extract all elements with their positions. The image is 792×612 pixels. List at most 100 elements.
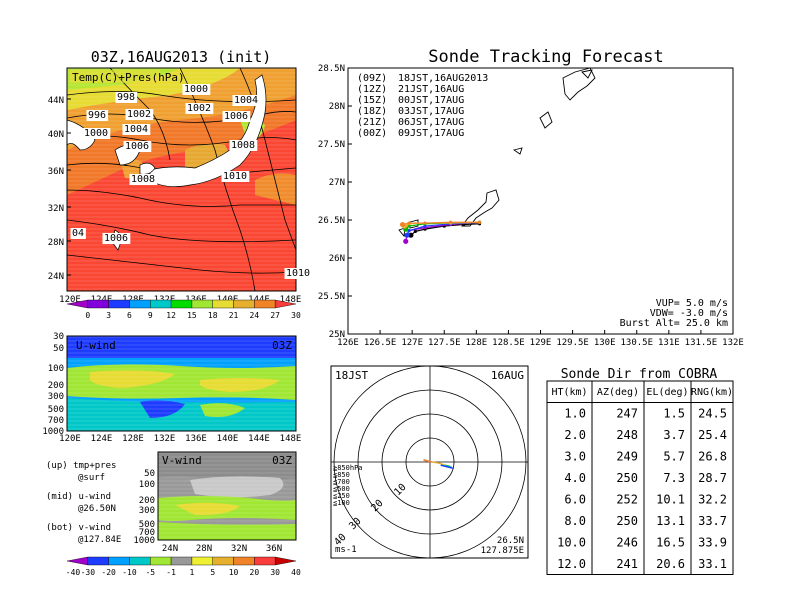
v-wind-pressure-tick: 700 (139, 528, 155, 538)
table-cell: 33.9 (698, 536, 727, 550)
wind-colorbar-label: 1 (189, 568, 194, 577)
wind-colorbar-segment (66, 556, 89, 566)
table-frame (546, 380, 734, 575)
u-wind-pressure-tick: 700 (48, 416, 64, 426)
u-wind-lon-tick: 148E (280, 434, 302, 444)
v-wind-pressure-tick: 100 (139, 480, 155, 490)
u-wind-lon-tick: 124E (91, 434, 113, 444)
tracking-lon-tick: 130E (594, 338, 616, 348)
table-header: RNG(km) (691, 387, 733, 398)
track-point (403, 238, 409, 244)
hodograph-lat: 26.5N (497, 536, 524, 546)
table-header: AZ(deg) (597, 387, 639, 398)
tracking-legend-text: 00JST,17AUG (398, 95, 464, 106)
wind-colorbar-label: 40 (291, 568, 301, 577)
map-field-label: Temp(C)+Pres(hPa) (70, 70, 185, 84)
hodograph-level: ≦250 (333, 492, 350, 500)
isobar-label-bg (232, 95, 261, 106)
tracking-lon-tick: 129E (530, 338, 552, 348)
temp-colorbar-segment (170, 299, 193, 309)
isobar-label-bg (129, 174, 158, 185)
isobar-label: 1000 (184, 84, 208, 95)
isobar-label-bg (182, 84, 211, 95)
wind-colorbar-label: 10 (229, 568, 239, 577)
table-cell: 10.1 (656, 493, 685, 507)
track-point (407, 224, 411, 228)
v-wind-lat-tick: 28N (196, 544, 212, 554)
temp-colorbar-segment (108, 299, 130, 309)
map-field-label-text: Temp(C)+Pres(hPa) (72, 71, 185, 84)
wind-colorbar-segment (254, 556, 276, 566)
v-wind-pressure-tick: 50 (144, 469, 155, 479)
table-cell: 5.7 (663, 450, 685, 464)
tracking-lat-tick: 25.5N (318, 292, 345, 302)
wind-colorbar-segment (108, 556, 130, 566)
isobar-label-bg (221, 171, 250, 182)
track-point (413, 229, 417, 233)
map-lon-tick: 120E (59, 295, 81, 305)
table-cell: 33.7 (698, 514, 727, 528)
wind-colorbar-label: 5 (210, 568, 215, 577)
temp-colorbar-segment (87, 299, 109, 309)
v-wind-lat-tick: 32N (231, 544, 247, 554)
tracking-legend-text: 03JST,17AUG (398, 106, 464, 117)
temp-colorbar-segment (191, 299, 213, 309)
wind-colorbar-label: 20 (250, 568, 260, 577)
isobar-label: 1006 (224, 111, 248, 122)
hodograph-level: ≦100 (333, 499, 350, 507)
tracking-legend: (09Z) 18JST,16AUG2013 (12Z) 21JST,16AUG (15Z… (357, 73, 488, 139)
temp-colorbar-label: 24 (250, 311, 260, 320)
isobar-labels: 998 1000 996 1002 1002 1004 1004 1000 1006 1006 10… (70, 84, 313, 279)
u-wind-pressure-tick: 1000 (42, 427, 64, 437)
u-wind-lon-tick: 132E (154, 434, 176, 444)
note-line-a: (up) tmp+pres (46, 461, 116, 471)
v-wind-pressure-tick: 1000 (133, 536, 155, 546)
u-wind-pressure-tick: 200 (48, 381, 64, 391)
temp-colorbar-label: 0 (85, 311, 90, 320)
u-wind-label: U-wind (76, 339, 116, 352)
temperature-map (67, 68, 296, 291)
table-cell: 6.0 (564, 493, 586, 507)
isobar-label: 1000 (84, 128, 108, 139)
isobar-label: 1008 (231, 140, 255, 151)
tracking-lon-tick: 132E (722, 338, 744, 348)
table-header: EL(deg) (646, 387, 688, 398)
map-lat-tick: 32N (48, 204, 64, 214)
v-wind-panel (158, 452, 296, 540)
note-line-b: @26.50N (78, 504, 116, 514)
hodograph-unit: ms-1 (335, 545, 357, 555)
tracking-lon-tick: 128E (465, 338, 487, 348)
isobar-label: 1006 (104, 233, 128, 244)
table-cell: 1.0 (564, 407, 586, 421)
tracking-legend-code: (00Z) (357, 128, 387, 139)
isobar-label-bg (284, 268, 313, 279)
track-point (408, 232, 414, 238)
u-wind-pressure-tick: 300 (48, 392, 64, 402)
wind-colorbar-label: -5 (145, 568, 155, 577)
note-line-a: (bot) v-wind (46, 523, 111, 533)
tracking-legend-text: 09JST,17AUG (398, 128, 464, 139)
table-cell: 250 (616, 514, 638, 528)
table-cell: 8.0 (564, 514, 586, 528)
track-point (407, 221, 411, 225)
isobar-label: 1006 (125, 141, 149, 152)
temp-colorbar-segment (254, 299, 276, 309)
isobar-label-bg (82, 128, 111, 139)
wind-colorbar: -40 -30 -20 -10 -5 -1 1 5 10 20 30 40 (66, 556, 301, 577)
hodograph-line (440, 464, 454, 470)
hodograph-level: ≦850 (333, 471, 350, 479)
wind-colorbar-label: 30 (270, 568, 280, 577)
u-wind-lon-tick: 136E (185, 434, 207, 444)
tracking-legend-text: 18JST,16AUG2013 (398, 73, 488, 84)
temp-colorbar: 0 3 6 9 12 15 18 21 24 27 30 (66, 299, 301, 320)
table-cell: 249 (616, 450, 638, 464)
temp-colorbar-label: 27 (270, 311, 280, 320)
tracking-lon-tick: 131E (658, 338, 680, 348)
table-cell: 246 (616, 536, 638, 550)
hodograph-level: ≧850hPa (333, 464, 363, 472)
isobar-label-bg (123, 141, 152, 152)
tracking-lat-tick: 25N (329, 330, 345, 340)
isobar-label-bg (229, 140, 258, 151)
v-wind-time: 03Z (272, 454, 292, 467)
map-lat-tick: 40N (48, 130, 64, 140)
